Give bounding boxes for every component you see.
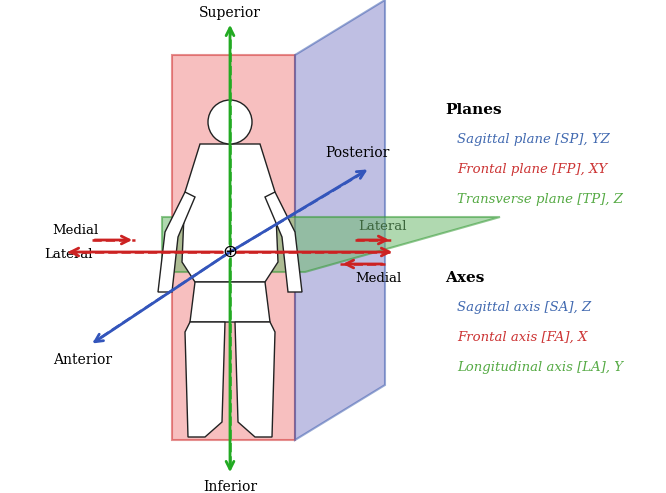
Polygon shape bbox=[235, 322, 275, 437]
Polygon shape bbox=[158, 192, 195, 292]
Polygon shape bbox=[185, 322, 225, 437]
Text: $\oplus$: $\oplus$ bbox=[222, 243, 238, 261]
Text: Transverse plane [TP], Z: Transverse plane [TP], Z bbox=[457, 193, 623, 207]
Text: Axes: Axes bbox=[445, 271, 484, 285]
Polygon shape bbox=[265, 192, 302, 292]
Text: Posterior: Posterior bbox=[325, 146, 389, 160]
Text: Medial: Medial bbox=[355, 272, 401, 284]
Text: Sagittal axis [SA], Z: Sagittal axis [SA], Z bbox=[457, 301, 591, 314]
Text: Anterior: Anterior bbox=[53, 353, 113, 367]
Polygon shape bbox=[162, 217, 500, 272]
Text: Planes: Planes bbox=[445, 103, 501, 117]
Polygon shape bbox=[182, 144, 278, 282]
Text: Lateral: Lateral bbox=[358, 219, 406, 233]
Text: Medial: Medial bbox=[52, 223, 98, 237]
Text: Frontal plane [FP], XY: Frontal plane [FP], XY bbox=[457, 164, 607, 176]
Polygon shape bbox=[190, 282, 270, 322]
Polygon shape bbox=[172, 55, 295, 440]
Circle shape bbox=[208, 100, 252, 144]
Text: Frontal axis [FA], X: Frontal axis [FA], X bbox=[457, 330, 587, 344]
Text: Longitudinal axis [LA], Y: Longitudinal axis [LA], Y bbox=[457, 360, 623, 374]
Text: Sagittal plane [SP], YZ: Sagittal plane [SP], YZ bbox=[457, 134, 610, 146]
Polygon shape bbox=[295, 0, 385, 440]
Text: Inferior: Inferior bbox=[203, 480, 257, 493]
Text: Superior: Superior bbox=[199, 6, 261, 20]
Text: Lateral: Lateral bbox=[44, 247, 93, 260]
